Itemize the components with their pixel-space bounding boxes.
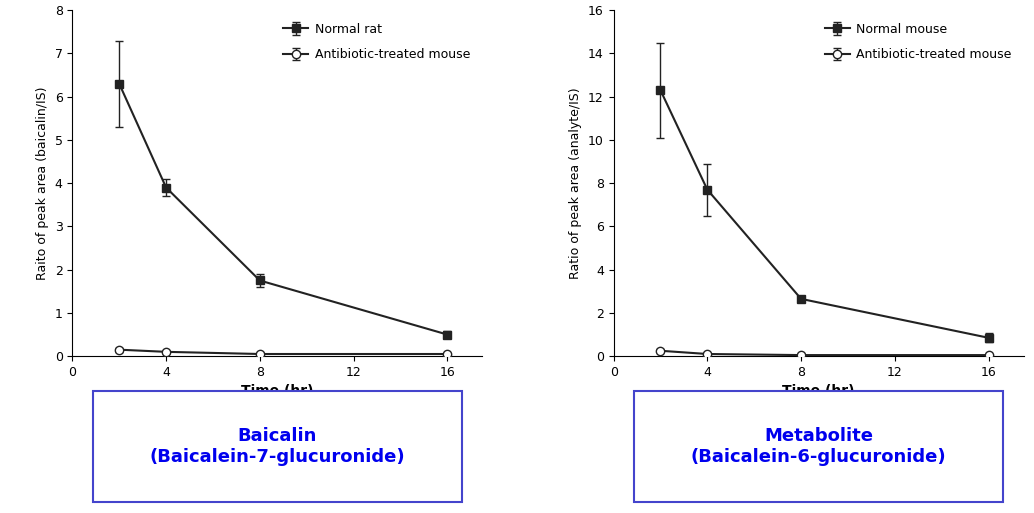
Y-axis label: Ratio of peak area (analyte/IS): Ratio of peak area (analyte/IS)	[570, 87, 582, 279]
Y-axis label: Raito of peak area (baicalin/IS): Raito of peak area (baicalin/IS)	[36, 87, 49, 280]
Legend: Normal mouse, Antibiotic-treated mouse: Normal mouse, Antibiotic-treated mouse	[818, 16, 1017, 68]
FancyBboxPatch shape	[634, 390, 1003, 502]
Text: Metabolite
(Baicalein-6-glucuronide): Metabolite (Baicalein-6-glucuronide)	[691, 427, 946, 465]
FancyBboxPatch shape	[93, 390, 462, 502]
X-axis label: Time (hr): Time (hr)	[241, 384, 313, 399]
Legend: Normal rat, Antibiotic-treated mouse: Normal rat, Antibiotic-treated mouse	[277, 16, 477, 68]
Text: Baicalin
(Baicalein-7-glucuronide): Baicalin (Baicalein-7-glucuronide)	[150, 427, 405, 465]
X-axis label: Time (hr): Time (hr)	[783, 384, 855, 399]
